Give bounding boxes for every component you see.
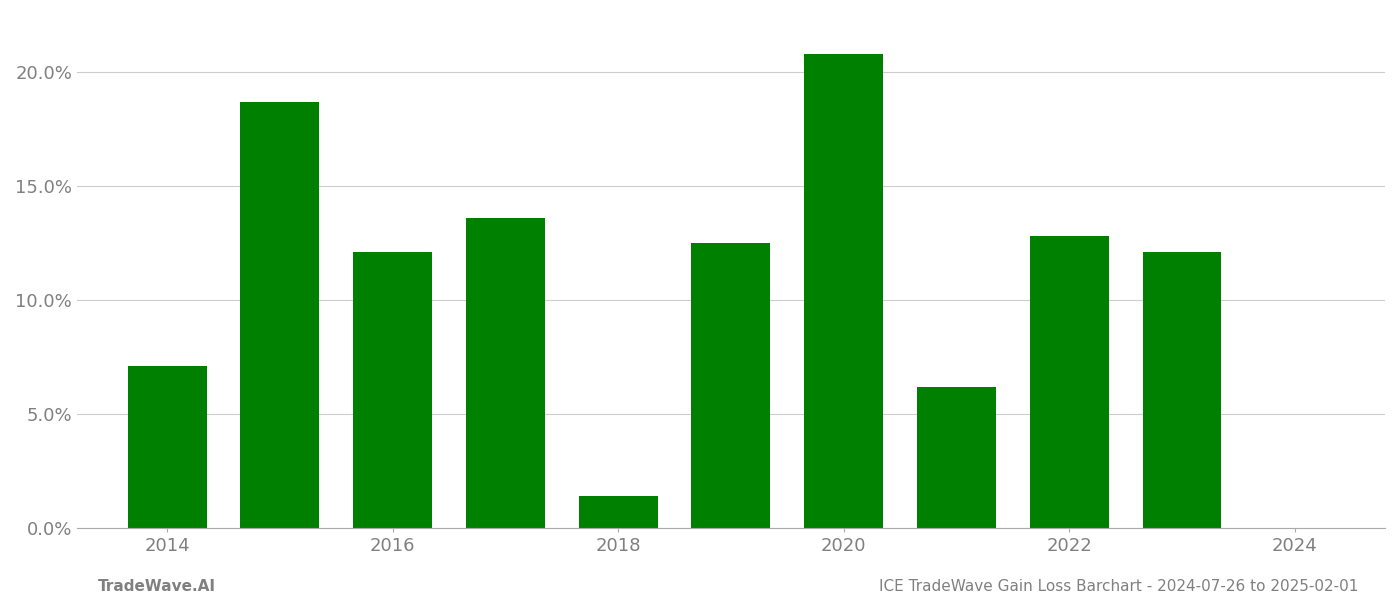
- Bar: [127, 366, 207, 528]
- Bar: [466, 218, 545, 528]
- Text: ICE TradeWave Gain Loss Barchart - 2024-07-26 to 2025-02-01: ICE TradeWave Gain Loss Barchart - 2024-…: [879, 579, 1358, 594]
- Bar: [804, 54, 883, 528]
- Bar: [1030, 236, 1109, 528]
- Text: TradeWave.AI: TradeWave.AI: [98, 579, 216, 594]
- Bar: [578, 496, 658, 528]
- Bar: [353, 252, 433, 528]
- Bar: [917, 386, 995, 528]
- Bar: [1142, 252, 1221, 528]
- Bar: [692, 243, 770, 528]
- Bar: [241, 101, 319, 528]
